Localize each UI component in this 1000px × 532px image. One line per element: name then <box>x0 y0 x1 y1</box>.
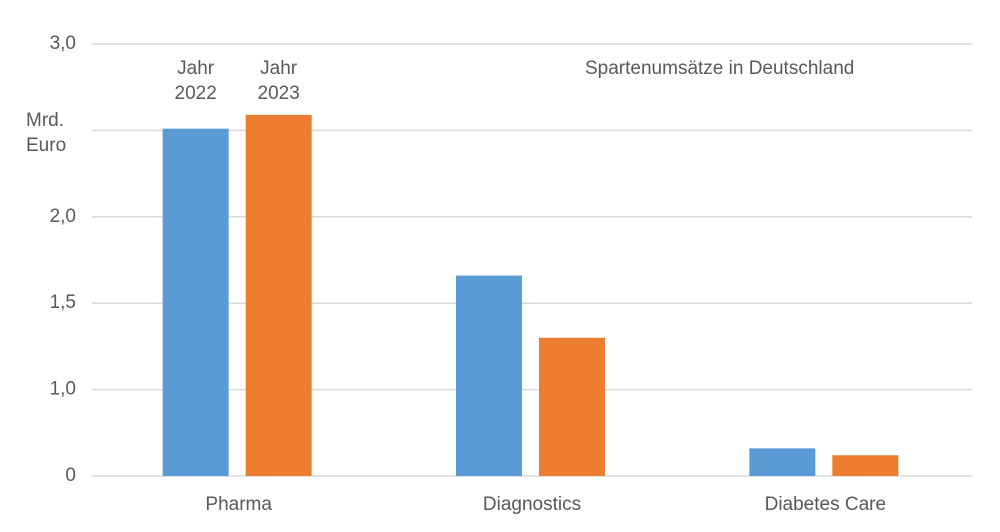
bar <box>245 114 312 477</box>
y-tick-label: 0 <box>65 465 76 486</box>
legend-label: Jahr 2023 <box>257 58 300 104</box>
y-tick-label: 2,0 <box>50 206 76 227</box>
bar <box>539 337 605 476</box>
bar <box>456 275 522 476</box>
y-tick-label: 3,0 <box>50 33 76 54</box>
y-tick-label: 1,0 <box>50 379 76 400</box>
y-tick-label: 1,5 <box>50 292 76 313</box>
x-tick-label: Diabetes Care <box>765 494 886 515</box>
y-axis-label: Mrd. Euro <box>26 110 67 156</box>
bar <box>162 128 229 476</box>
legend-label: Jahr 2022 <box>174 58 217 104</box>
chart-title: Spartenumsätze in Deutschland <box>585 58 855 79</box>
bar <box>832 455 899 476</box>
x-tick-label: Pharma <box>205 494 272 515</box>
x-tick-label: Diagnostics <box>483 494 581 515</box>
bar <box>749 448 816 476</box>
